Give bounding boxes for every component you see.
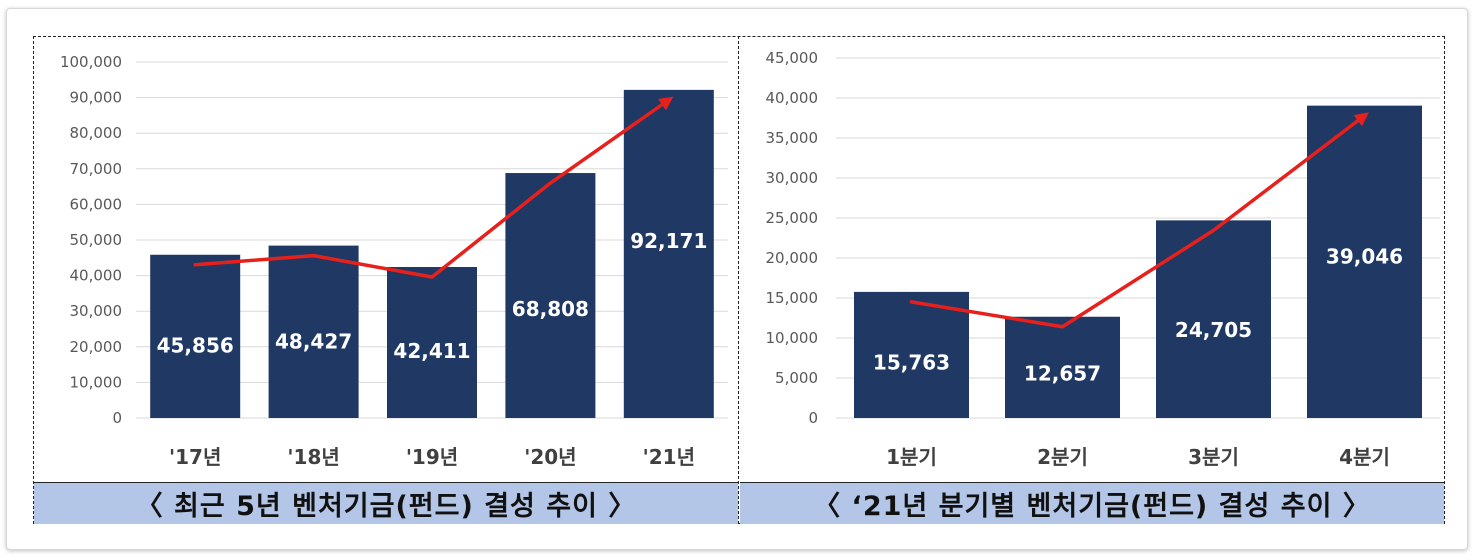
y-tick-label: 10,000	[70, 373, 123, 391]
y-tick-label: 70,000	[70, 160, 123, 178]
y-tick-label: 100,000	[60, 53, 122, 71]
x-tick-label: 4분기	[1339, 445, 1390, 469]
data-label: 48,427	[275, 329, 352, 353]
data-label: 39,046	[1326, 245, 1403, 269]
x-tick-label: '20년	[524, 445, 576, 469]
chart-quarterly-fund-formation: 0 5,000 10,000 15,000 20,000 25,000 30,000 35,0…	[766, 49, 1440, 469]
panel-divider	[738, 36, 739, 524]
trend-line	[909, 112, 1369, 329]
y-tick-label: 30,000	[766, 169, 819, 187]
x-tick-label: '21년	[643, 445, 695, 469]
caption-five-year-trend: 〈 최근 5년 벤처기금(펀드) 결성 추이 〉	[34, 482, 738, 524]
y-tick-label: 10,000	[766, 329, 819, 347]
x-tick-label: '17년	[169, 445, 221, 469]
x-tick-label: '18년	[287, 445, 339, 469]
x-tick-label: '19년	[406, 445, 458, 469]
y-tick-label: 80,000	[70, 124, 123, 142]
y-tick-label: 40,000	[70, 267, 123, 285]
y-tick-label: 50,000	[70, 231, 123, 249]
bar	[1307, 105, 1422, 418]
data-label: 42,411	[393, 339, 470, 363]
y-tick-label: 25,000	[766, 209, 819, 227]
data-label: 15,763	[873, 350, 950, 374]
y-tick-label: 90,000	[70, 89, 123, 107]
y-tick-label: 0	[808, 409, 818, 427]
y-tick-label: 45,000	[766, 49, 819, 67]
bar	[268, 245, 359, 418]
y-tick-label: 0	[112, 409, 122, 427]
x-tick-label: 2분기	[1037, 445, 1088, 469]
y-tick-label: 60,000	[70, 195, 123, 213]
data-label: 12,657	[1024, 361, 1101, 385]
y-tick-label: 5,000	[775, 369, 818, 387]
bar	[854, 291, 969, 418]
x-tick-label: 1분기	[886, 445, 937, 469]
data-label: 45,856	[157, 334, 234, 358]
bar	[505, 173, 596, 418]
data-label: 68,808	[512, 297, 589, 321]
bar	[623, 89, 714, 418]
charts-border	[33, 36, 1445, 524]
y-tick-label: 15,000	[766, 289, 819, 307]
bar	[1005, 316, 1120, 418]
y-tick-label: 20,000	[70, 338, 123, 356]
y-tick-label: 20,000	[766, 249, 819, 267]
y-tick-label: 40,000	[766, 89, 819, 107]
bar	[150, 254, 241, 418]
data-label: 24,705	[1175, 318, 1252, 342]
caption-quarterly-trend: 〈 ‘21년 분기별 벤처기금(펀드) 결성 추이 〉	[740, 482, 1444, 524]
y-tick-label: 35,000	[766, 129, 819, 147]
data-label: 92,171	[630, 229, 707, 253]
x-tick-label: 3분기	[1188, 445, 1239, 469]
y-tick-label: 30,000	[70, 302, 123, 320]
trend-line	[193, 96, 674, 279]
bar	[387, 267, 477, 418]
chart-five-year-fund-formation: 0 10,000 20,000 30,000 40,000 50,000 60,000 70,…	[60, 53, 728, 469]
